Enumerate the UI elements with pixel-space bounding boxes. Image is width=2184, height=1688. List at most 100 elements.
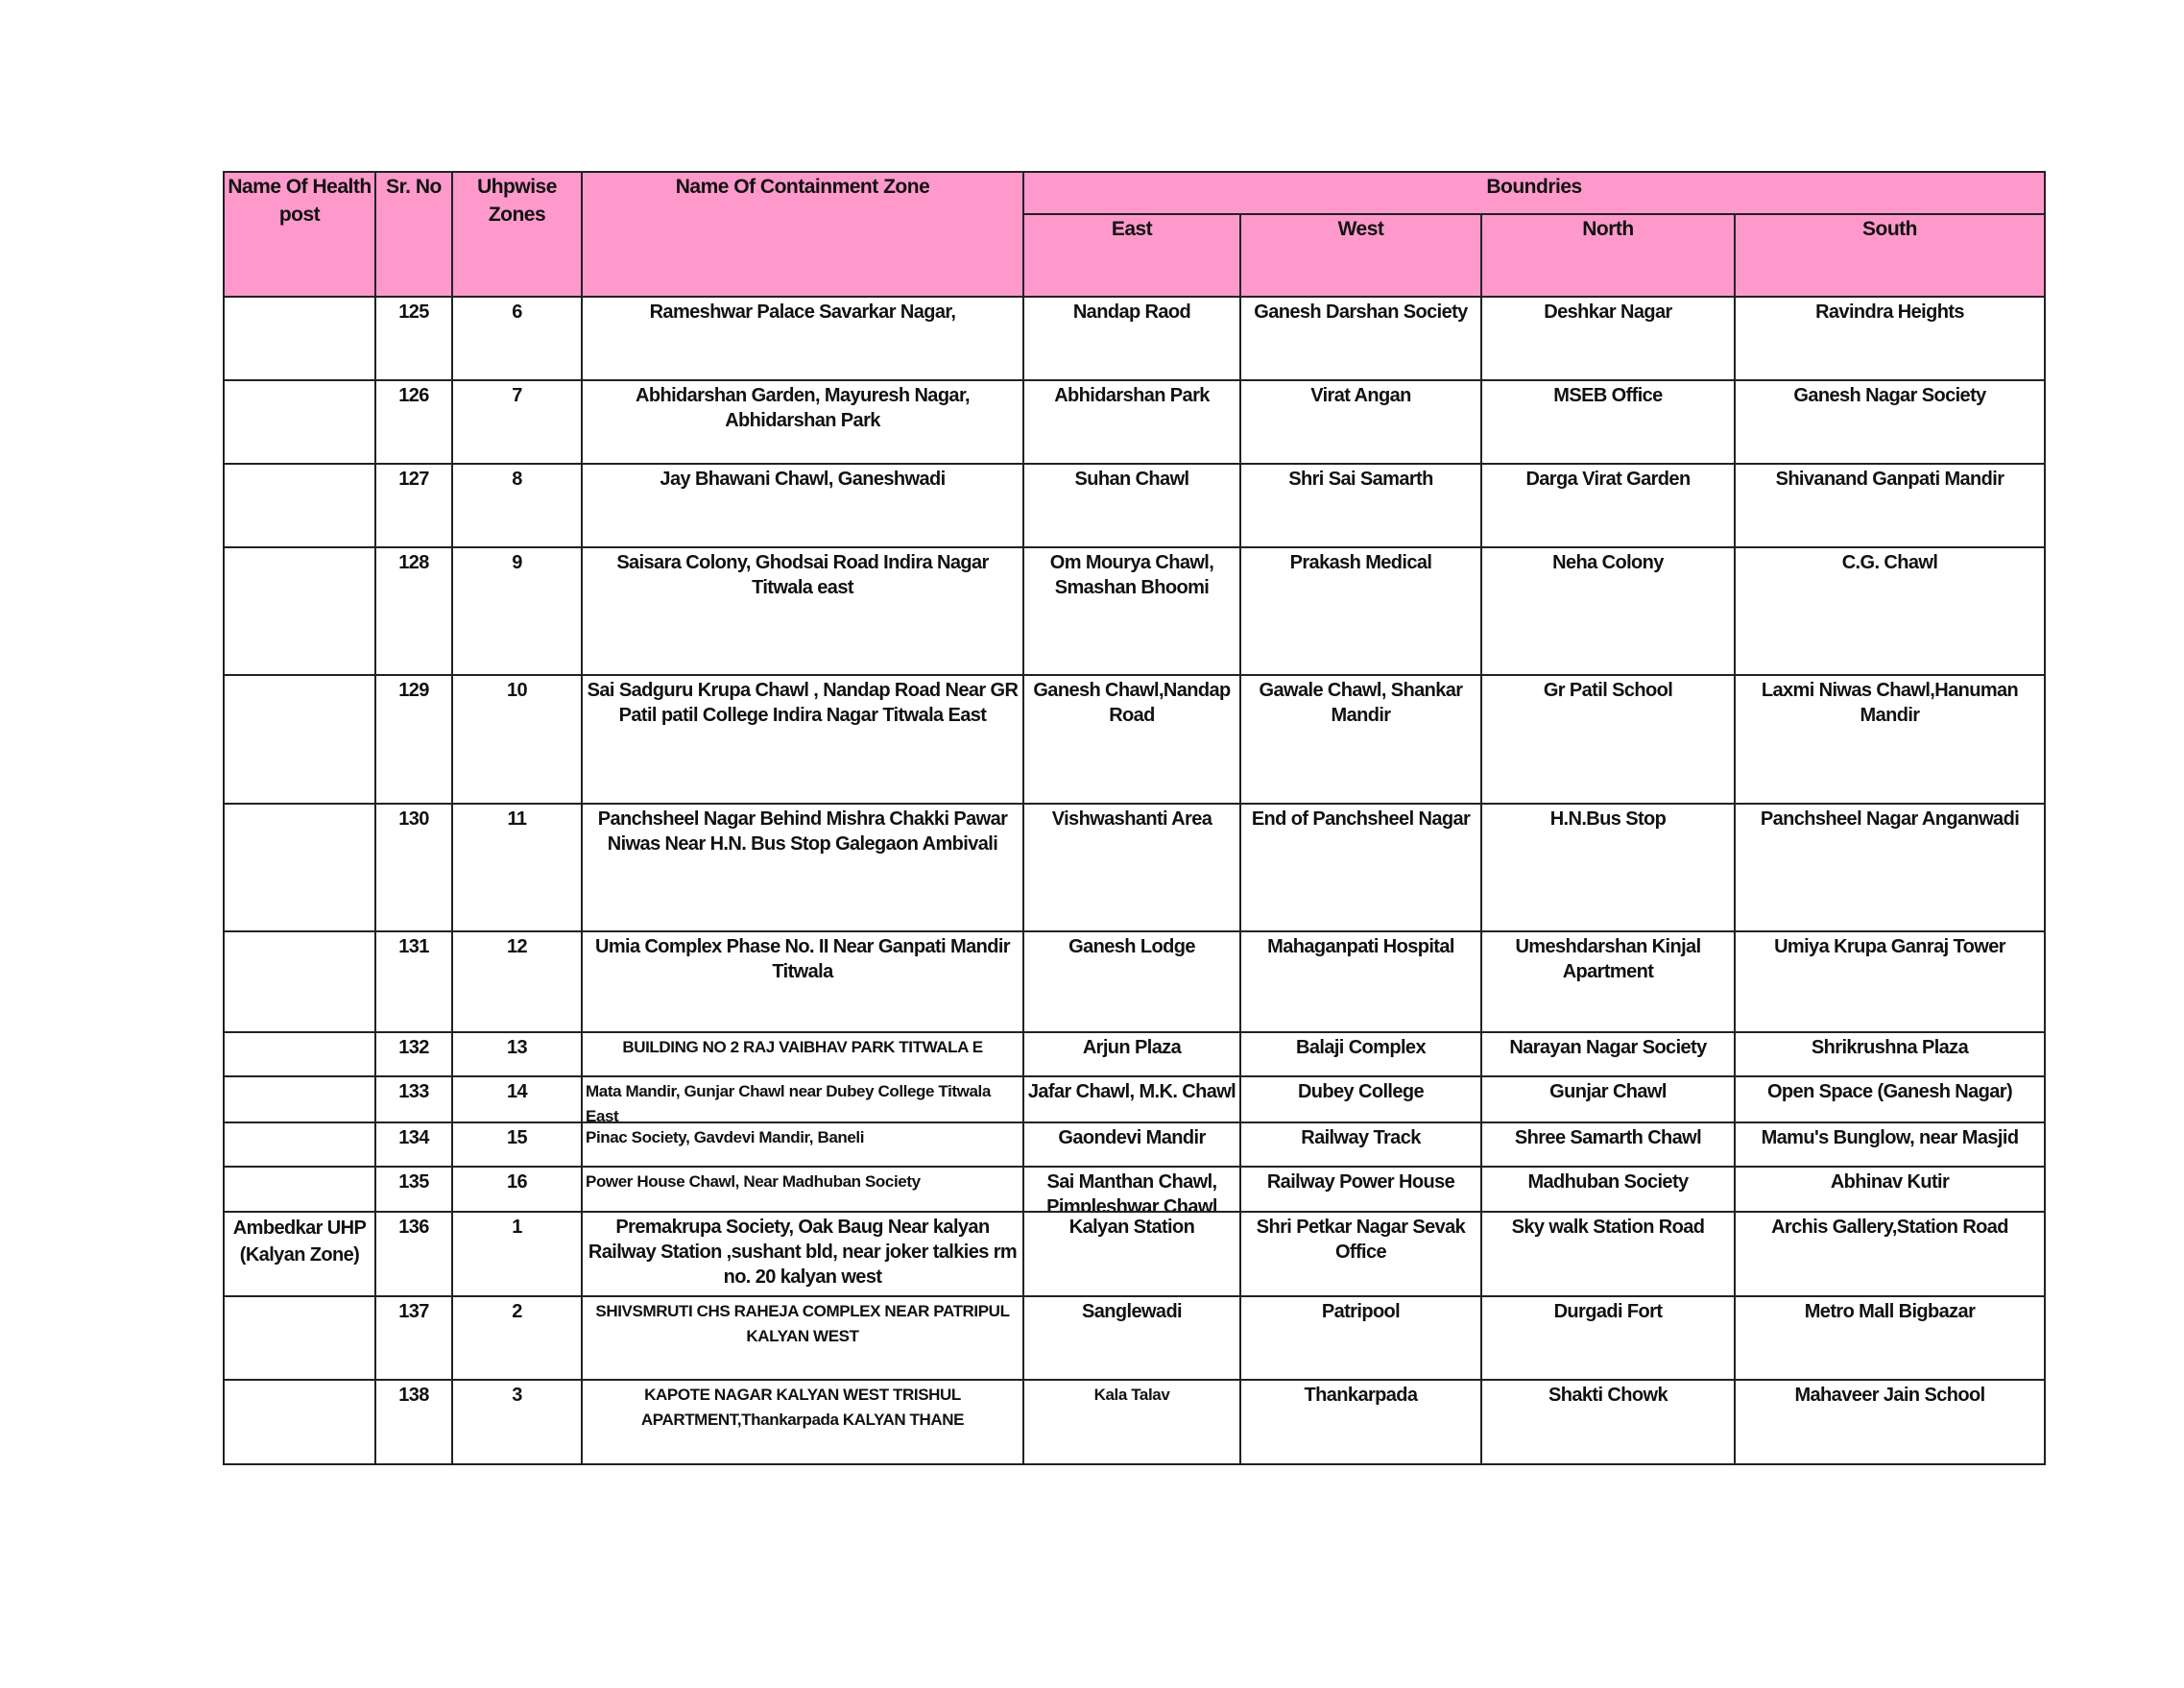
header-health-post: Name Of Health post xyxy=(223,171,376,298)
cell-health-post: Ambedkar UHP (Kalyan Zone) xyxy=(223,1211,376,1297)
cell-text: Mahaganpati Hospital xyxy=(1267,936,1454,957)
cell-sr-no: 131 xyxy=(374,930,453,1033)
cell-text: Ganesh Chawl,Nandap Road xyxy=(1033,680,1231,726)
cell-text: KAPOTE NAGAR KALYAN WEST TRISHUL APARTME… xyxy=(640,1386,965,1429)
table-row: 134 15 Pinac Society, Gavdevi Mandir, Bane… xyxy=(223,1121,2047,1168)
cell-text: C.G. Chawl xyxy=(1841,552,1938,573)
cell-sr-no: 130 xyxy=(374,803,453,932)
cell-text: Patripool xyxy=(1321,1301,1401,1322)
cell-zone: 16 xyxy=(451,1166,583,1213)
cell-text: Sai Sadguru Krupa Chawl , Nandap Road Ne… xyxy=(587,680,1019,726)
cell-text xyxy=(225,298,374,379)
cell-text: 128 xyxy=(398,552,429,573)
cell-text: 135 xyxy=(398,1171,429,1193)
cell-name: Abhidarshan Garden, Mayuresh Nagar, Abhi… xyxy=(581,379,1024,465)
containment-zone-table: Name Of Health post Sr. No Uhpwise Zones… xyxy=(223,171,2047,1465)
cell-text: 7 xyxy=(512,385,522,406)
cell-name: Rameshwar Palace Savarkar Nagar, xyxy=(581,296,1024,381)
cell-south: Abhinav Kutir xyxy=(1733,1166,2047,1213)
cell-name: Mata Mandir, Gunjar Chawl near Dubey Col… xyxy=(581,1075,1024,1123)
cell-text: Archis Gallery,Station Road xyxy=(1771,1217,2008,1238)
cell-text: Rameshwar Palace Savarkar Nagar, xyxy=(649,301,956,323)
cell-health-post xyxy=(223,1031,376,1077)
cell-text: Mata Mandir, Gunjar Chawl near Dubey Col… xyxy=(586,1082,991,1121)
cell-text: Vishwashanti Area xyxy=(1051,808,1212,830)
cell-zone: 11 xyxy=(451,803,583,932)
cell-south: Open Space (Ganesh Nagar) xyxy=(1733,1075,2047,1123)
cell-text: 125 xyxy=(398,301,429,323)
cell-north: Durgadi Fort xyxy=(1480,1295,1736,1381)
cell-zone: 3 xyxy=(451,1379,583,1465)
cell-zone: 6 xyxy=(451,296,583,381)
cell-west: Balaji Complex xyxy=(1239,1031,1482,1077)
cell-text: Kala Talav xyxy=(1093,1386,1170,1404)
cell-text: Sky walk Station Road xyxy=(1511,1217,1705,1238)
cell-health-post xyxy=(223,1379,376,1465)
cell-text: 11 xyxy=(507,808,528,830)
cell-text: Gawale Chawl, Shankar Mandir xyxy=(1259,680,1464,726)
cell-east: Sanglewadi xyxy=(1022,1295,1241,1381)
cell-south: Shivanand Ganpati Mandir xyxy=(1733,463,2047,548)
cell-name: Panchsheel Nagar Behind Mishra Chakki Pa… xyxy=(581,803,1024,932)
cell-text: 137 xyxy=(398,1301,429,1322)
cell-health-post xyxy=(223,463,376,548)
cell-text: Sai Manthan Chawl, Pimpleshwar Chawl xyxy=(1046,1171,1217,1211)
cell-text: Madhuban Society xyxy=(1527,1171,1689,1193)
cell-text: 6 xyxy=(512,301,522,323)
cell-text: Ganesh Lodge xyxy=(1068,936,1195,957)
cell-health-post xyxy=(223,546,376,676)
cell-north: Umeshdarshan Kinjal Apartment xyxy=(1480,930,1736,1033)
cell-name: BUILDING NO 2 RAJ VAIBHAV PARK TITWALA E xyxy=(581,1031,1024,1077)
cell-text: Open Space (Ganesh Nagar) xyxy=(1766,1081,2013,1102)
cell-sr-no: 128 xyxy=(374,546,453,676)
cell-text: Arjun Plaza xyxy=(1082,1037,1182,1058)
table-row: 128 9 Saisara Colony, Ghodsai Road Indira … xyxy=(223,546,2047,676)
cell-south: Laxmi Niwas Chawl,Hanuman Mandir xyxy=(1733,674,2047,805)
cell-zone: 10 xyxy=(451,674,583,805)
cell-text: Shree Samarth Chawl xyxy=(1514,1127,1702,1148)
cell-text: Ganesh Nagar Society xyxy=(1793,385,1986,406)
cell-sr-no: 137 xyxy=(374,1295,453,1381)
cell-west: Mahaganpati Hospital xyxy=(1239,930,1482,1033)
cell-east: Sai Manthan Chawl, Pimpleshwar Chawl xyxy=(1022,1166,1241,1213)
cell-east: Vishwashanti Area xyxy=(1022,803,1241,932)
cell-name: Pinac Society, Gavdevi Mandir, Baneli xyxy=(581,1121,1024,1168)
table-row: 133 14 Mata Mandir, Gunjar Chawl near Dube… xyxy=(223,1075,2047,1123)
cell-north: Shree Samarth Chawl xyxy=(1480,1121,1736,1168)
header-uhp-zones: Uhpwise Zones xyxy=(451,171,583,298)
cell-text: Umia Complex Phase No. II Near Ganpati M… xyxy=(594,936,1011,982)
cell-south: Archis Gallery,Station Road xyxy=(1733,1211,2047,1297)
cell-north: Shakti Chowk xyxy=(1480,1379,1736,1465)
cell-text: Om Mourya Chawl, Smashan Bhoomi xyxy=(1049,552,1214,598)
cell-text: Umiya Krupa Ganraj Tower xyxy=(1774,936,2005,957)
cell-zone: 2 xyxy=(451,1295,583,1381)
cell-north: Sky walk Station Road xyxy=(1480,1211,1736,1297)
cell-sr-no: 136 xyxy=(374,1211,453,1297)
cell-text: Shrikrushna Plaza xyxy=(1811,1037,1969,1058)
table-row: 130 11 Panchsheel Nagar Behind Mishra Chak… xyxy=(223,803,2047,932)
table-row: Ambedkar UHP (Kalyan Zone) 136 1 Premakrupa… xyxy=(223,1211,2047,1297)
cell-text: 133 xyxy=(398,1081,429,1102)
cell-text: Umeshdarshan Kinjal Apartment xyxy=(1515,936,1701,982)
cell-text: Power House Chawl, Near Madhuban Society xyxy=(586,1172,921,1191)
cell-east: Ganesh Chawl,Nandap Road xyxy=(1022,674,1241,805)
cell-text: Gaondevi Mandir xyxy=(1058,1127,1206,1148)
cell-text: 129 xyxy=(398,680,429,701)
cell-text: 9 xyxy=(512,552,522,573)
cell-text: Gr Patil School xyxy=(1543,680,1673,701)
cell-text: MSEB Office xyxy=(1553,385,1663,406)
cell-text xyxy=(225,805,374,930)
cell-zone: 9 xyxy=(451,546,583,676)
cell-health-post xyxy=(223,1295,376,1381)
cell-text: Mamu's Bunglow, near Masjid xyxy=(1761,1127,2019,1148)
cell-text: Suhan Chawl xyxy=(1074,469,1190,490)
cell-text: 131 xyxy=(398,936,429,957)
cell-text: Laxmi Niwas Chawl,Hanuman Mandir xyxy=(1761,680,2019,726)
cell-text xyxy=(225,1168,374,1211)
cell-sr-no: 125 xyxy=(374,296,453,381)
cell-south: Panchsheel Nagar Anganwadi xyxy=(1733,803,2047,932)
cell-text xyxy=(225,1381,374,1463)
cell-text: Narayan Nagar Society xyxy=(1509,1037,1707,1058)
header-boundries: Boundries xyxy=(1021,171,2047,215)
cell-text: Nandap Raod xyxy=(1072,301,1191,323)
